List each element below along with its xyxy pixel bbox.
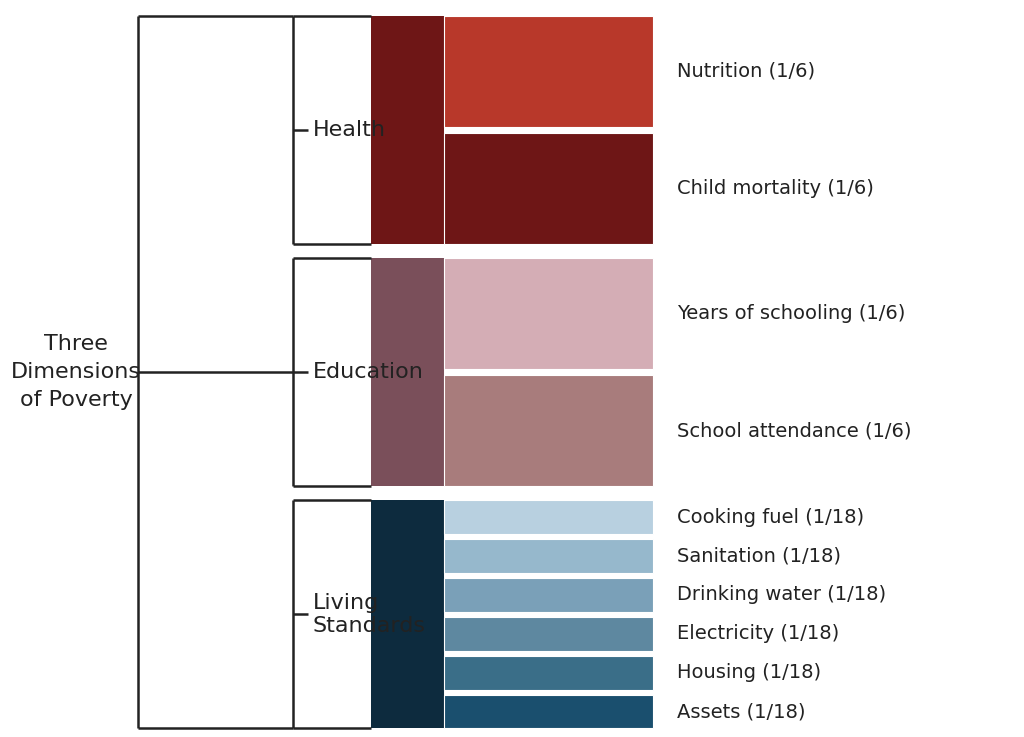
Bar [444,258,653,369]
Text: School attendance (1/6): School attendance (1/6) [677,421,911,440]
Text: Cooking fuel (1/18): Cooking fuel (1/18) [677,508,864,526]
Text: Living
Standards: Living Standards [312,593,426,636]
Bar [444,375,653,486]
Text: Education: Education [312,362,424,382]
Bar [444,15,653,127]
Bar [444,133,653,244]
Text: Electricity (1/18): Electricity (1/18) [677,624,840,643]
Text: Health: Health [312,119,386,140]
Bar [444,656,653,690]
Bar [444,618,653,651]
Bar [371,15,444,244]
Text: Child mortality (1/6): Child mortality (1/6) [677,178,874,198]
Bar [444,500,653,534]
Text: Three
Dimensions
of Poverty: Three Dimensions of Poverty [11,334,141,410]
Text: Nutrition (1/6): Nutrition (1/6) [677,62,815,81]
Text: Years of schooling (1/6): Years of schooling (1/6) [677,304,905,323]
Bar [444,539,653,573]
Text: Sanitation (1/18): Sanitation (1/18) [677,546,842,565]
Bar [371,258,444,486]
Bar [444,695,653,728]
Text: Assets (1/18): Assets (1/18) [677,702,806,722]
Text: Housing (1/18): Housing (1/18) [677,663,821,682]
Bar [444,579,653,612]
Bar [371,500,444,728]
Text: Drinking water (1/18): Drinking water (1/18) [677,585,887,604]
